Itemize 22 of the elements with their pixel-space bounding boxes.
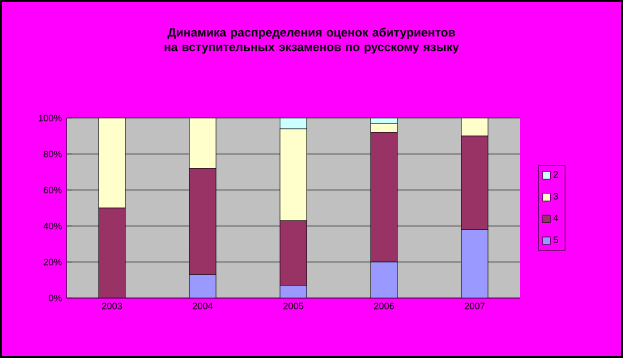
bar bbox=[98, 118, 126, 208]
y-tick-label: 40% bbox=[43, 222, 62, 230]
y-tick-label: 60% bbox=[44, 186, 62, 194]
bar bbox=[280, 128, 307, 221]
x-tick-label: 2005 bbox=[283, 302, 304, 310]
x-tick-label: 2006 bbox=[374, 302, 394, 310]
chart-title: Динамика распределения оценок абитуриентов на вступительных экзаменов по русскому языку bbox=[164, 28, 460, 54]
x-tick-label: 2003 bbox=[102, 302, 122, 310]
y-tick-label: 20% bbox=[44, 258, 62, 266]
legend-label: 2 bbox=[554, 171, 558, 178]
bar bbox=[189, 118, 216, 169]
bar bbox=[280, 118, 307, 130]
y-tick-label: 0% bbox=[48, 294, 62, 302]
legend-label: 5 bbox=[554, 236, 558, 244]
x-tick-label: 2007 bbox=[464, 302, 485, 310]
y-tick-label: 100% bbox=[38, 114, 62, 122]
y-tick-label: 80% bbox=[44, 150, 62, 158]
bar bbox=[370, 123, 398, 133]
x-tick-label: 2004 bbox=[192, 302, 213, 310]
bar bbox=[461, 118, 488, 136]
legend-label: 4 bbox=[553, 214, 558, 222]
legend-label: 3 bbox=[554, 192, 558, 200]
